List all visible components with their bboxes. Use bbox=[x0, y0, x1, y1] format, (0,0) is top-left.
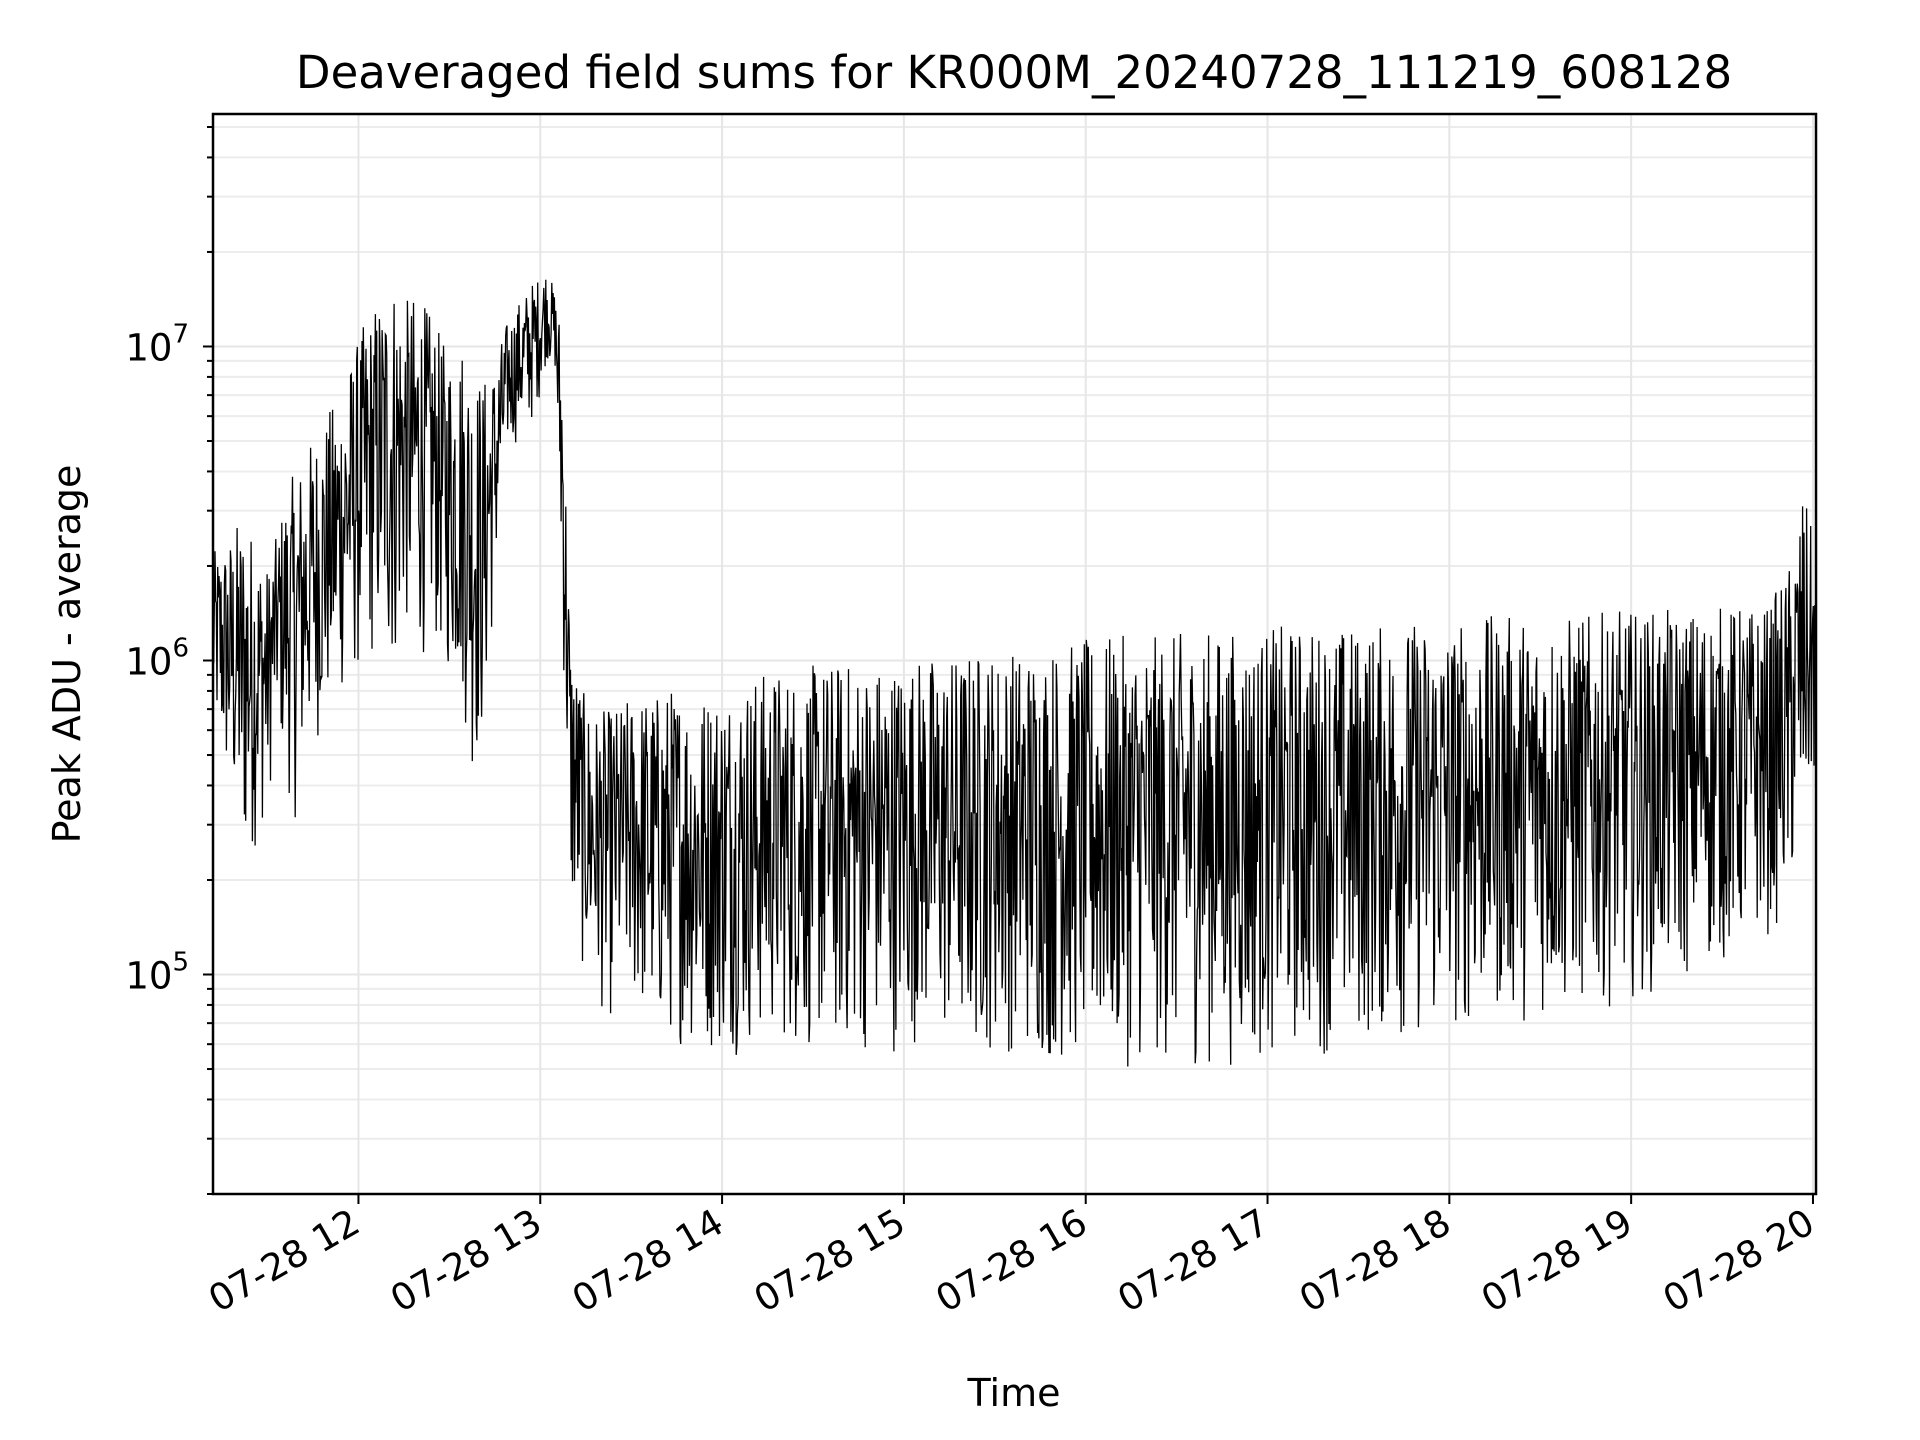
y-tick-exponent: 6 bbox=[172, 633, 189, 663]
x-axis-label: Time bbox=[967, 1371, 1061, 1415]
y-tick-label: 107 bbox=[125, 319, 189, 369]
y-tick-base: 10 bbox=[125, 326, 172, 369]
y-tick-exponent: 5 bbox=[172, 948, 189, 978]
series-line bbox=[212, 279, 1817, 1067]
y-tick-base: 10 bbox=[125, 955, 172, 998]
y-tick-label: 106 bbox=[125, 633, 189, 683]
y-tick-base: 10 bbox=[125, 640, 172, 683]
chart-title: Deaveraged field sums for KR000M_2024072… bbox=[296, 46, 1732, 99]
y-axis-label: Peak ADU - average bbox=[45, 465, 89, 844]
data-series bbox=[212, 279, 1817, 1067]
y-tick-label: 105 bbox=[125, 948, 189, 998]
y-tick-exponent: 7 bbox=[172, 319, 189, 349]
plot-area-frame bbox=[211, 112, 1818, 1196]
